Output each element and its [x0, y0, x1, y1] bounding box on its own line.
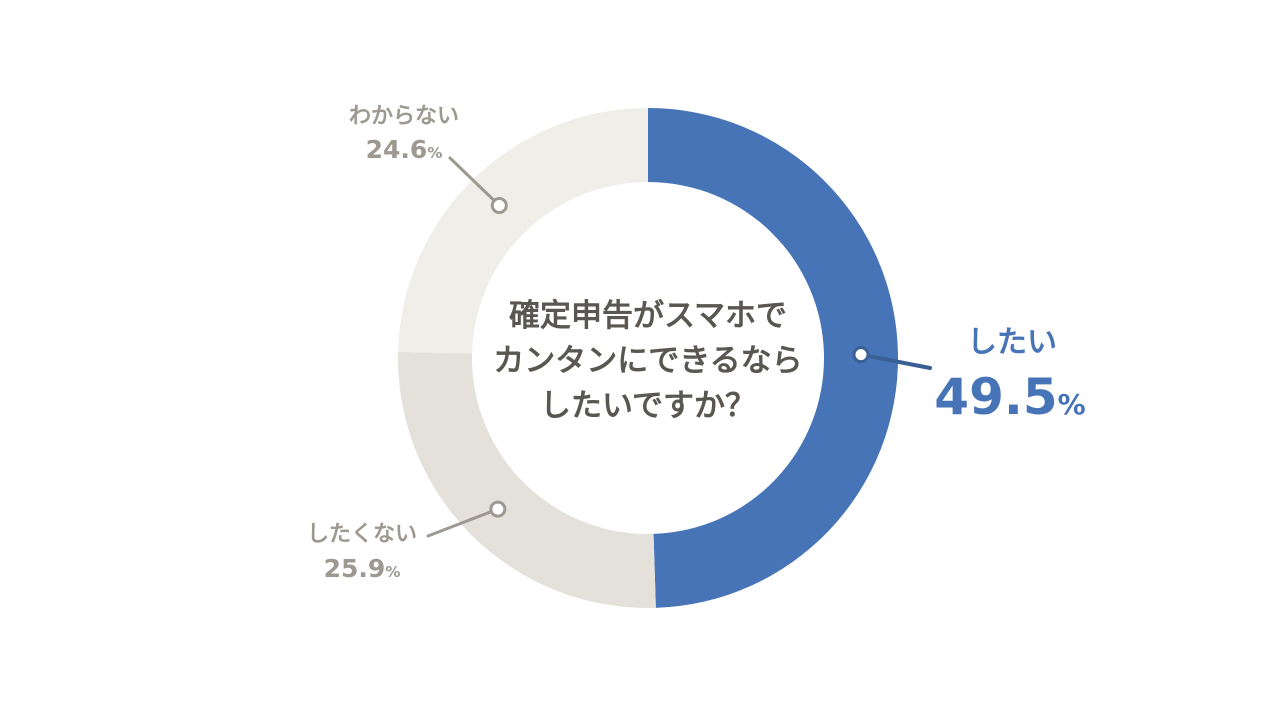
leader-lines — [426, 156, 932, 538]
slice-shitai — [648, 108, 899, 608]
slice-value-shitai: 49.5% — [934, 368, 1085, 426]
slice-label-shitai: したい — [967, 325, 1057, 360]
leader-line-wakaranai — [448, 156, 501, 208]
marker-wakaranai — [490, 197, 508, 215]
slice-value-number-shitakunai: 25.9 — [324, 554, 386, 583]
slice-value-unit-shitakunai: % — [385, 563, 400, 581]
slice-value-unit-wakaranai: % — [427, 144, 442, 162]
slices-layer — [398, 108, 899, 608]
slice-value-number-shitai: 49.5 — [934, 368, 1057, 426]
center-text-line-2: カンタンにできるなら — [493, 343, 802, 379]
marker-shitakunai — [489, 500, 507, 518]
slice-value-unit-shitai: % — [1058, 388, 1086, 421]
slice-value-wakaranai: 24.6% — [366, 135, 443, 164]
slice-value-shitakunai: 25.9% — [324, 554, 401, 583]
slice-label-shitakunai: したくない — [307, 522, 417, 547]
slice-shitakunai — [398, 351, 656, 608]
slice-value-number-wakaranai: 24.6 — [366, 135, 428, 164]
slice-wakaranai — [398, 108, 648, 354]
leader-line-shitakunai — [426, 507, 500, 538]
center-text-line-1: 確定申告がスマホで — [509, 298, 787, 334]
leader-line-shitai — [858, 352, 932, 370]
slice-label-wakaranai: わからない — [349, 104, 459, 129]
marker-shitai — [852, 346, 870, 364]
center-text-line-3: したいですか？ — [540, 388, 756, 424]
